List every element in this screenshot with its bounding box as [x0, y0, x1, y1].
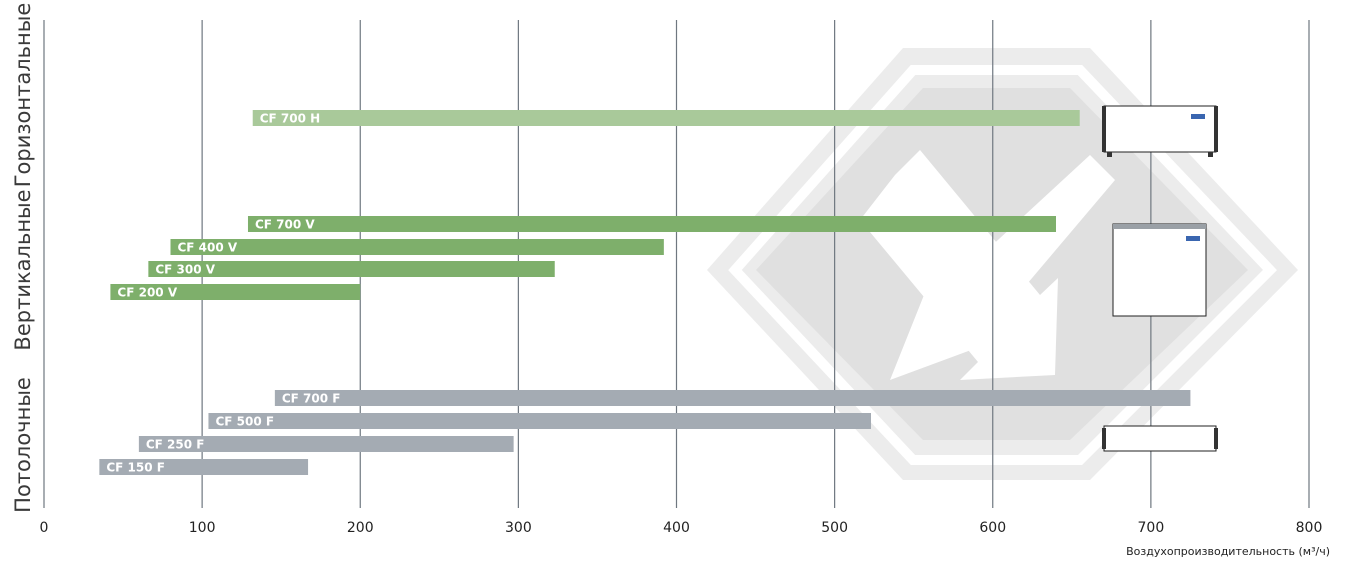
bar	[208, 413, 871, 429]
group-label: Горизонтальные	[11, 3, 35, 188]
x-tick-label: 700	[1138, 520, 1165, 536]
bar	[110, 284, 361, 300]
bar-label: CF 700 F	[282, 392, 341, 406]
bar-label: CF 200 V	[117, 286, 177, 300]
bar-label: CF 500 F	[215, 415, 274, 429]
x-tick-label: 200	[347, 520, 374, 536]
group-label: Потолочные	[11, 377, 35, 513]
bar-label: CF 700 H	[260, 112, 320, 126]
ceiling-unit-image	[1102, 425, 1218, 452]
background-crossflow-logo	[707, 48, 1298, 480]
bars-layer: CF 700 H CF 700 V CF 400 V CF 300 V CF 200 V…	[99, 110, 1191, 475]
vertical-unit-image	[1112, 223, 1207, 317]
x-tick-label: 600	[979, 520, 1006, 536]
x-tick-label: 300	[505, 520, 532, 536]
bar	[138, 436, 514, 452]
bar	[148, 261, 555, 277]
bar-label: CF 700 V	[255, 218, 315, 232]
bar	[274, 390, 1191, 406]
bar	[252, 110, 1080, 126]
bar	[99, 459, 309, 475]
x-tick-label: 400	[663, 520, 690, 536]
horizontal-unit-image	[1102, 105, 1218, 157]
x-tick-label: 100	[189, 520, 216, 536]
bar	[247, 216, 1056, 232]
x-axis-title: Воздухопроизводительность (м³/ч)	[1126, 545, 1330, 558]
bar-label: CF 150 F	[106, 461, 165, 475]
x-tick-label: 800	[1296, 520, 1323, 536]
x-tick-label: 0	[40, 520, 49, 536]
bar-label: CF 300 V	[155, 263, 215, 277]
bar-label: CF 250 F	[146, 438, 205, 452]
bar	[170, 239, 664, 255]
x-tick-label: 500	[821, 520, 848, 536]
x-axis-tick-labels: 0 100 200 300 400 500 600 700 800	[40, 520, 1323, 536]
group-label: Вертикальные	[11, 189, 35, 350]
bar-label: CF 400 V	[178, 241, 238, 255]
